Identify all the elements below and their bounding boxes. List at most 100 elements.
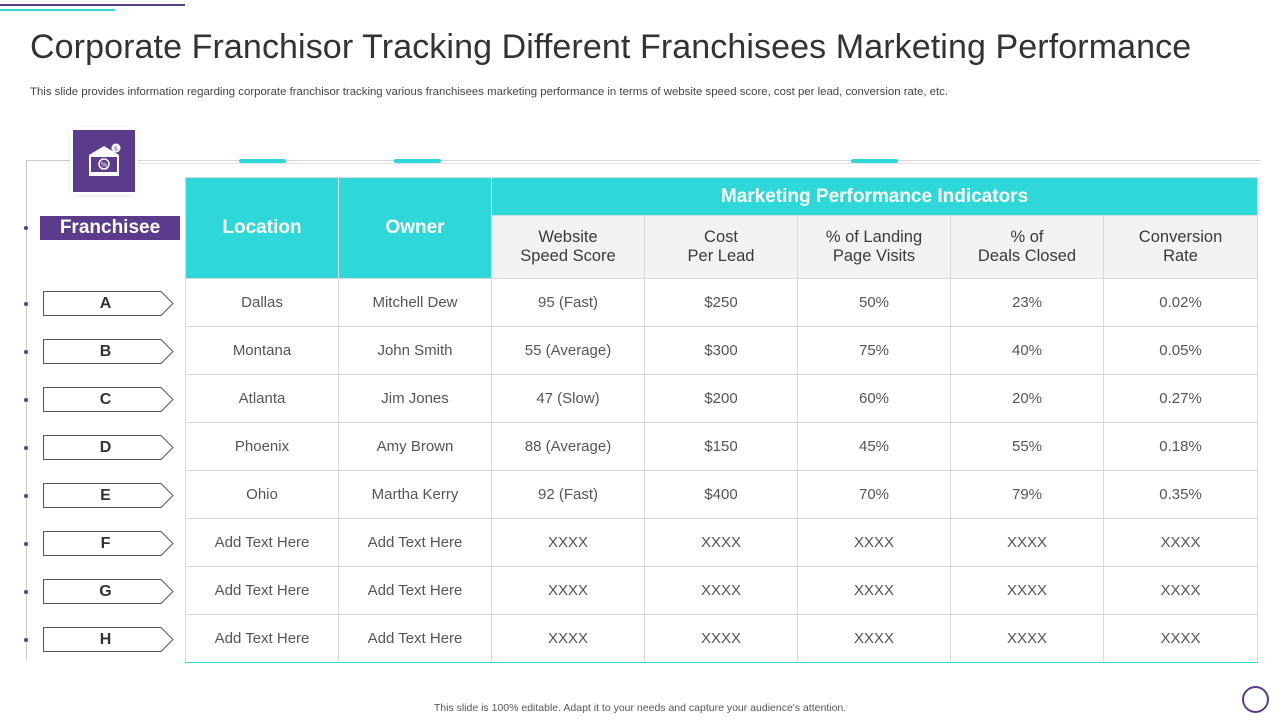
divider-tab <box>394 159 441 163</box>
franchisee-tag-g: G <box>43 579 174 604</box>
header-deals-closed: % of Deals Closed <box>950 215 1104 279</box>
table-body: Dallas Mitchell Dew 95 (Fast) $250 50% 23% 0.0… <box>185 278 1259 663</box>
table-row: Dallas Mitchell Dew 95 (Fast) $250 50% 23% 0.0… <box>185 278 1259 327</box>
deals-closed-cell: 23% <box>950 278 1104 327</box>
header-website-speed-score: Website Speed Score <box>491 215 645 279</box>
table-row: Phoenix Amy Brown 88 (Average) $150 45% 55% 0.… <box>185 422 1259 471</box>
website-speed-score-cell: XXXX <box>491 518 645 567</box>
website-speed-score-cell: 88 (Average) <box>491 422 645 471</box>
location-cell: Add Text Here <box>185 518 339 567</box>
owner-cell: Add Text Here <box>338 566 492 615</box>
divider-line <box>135 160 1261 161</box>
website-speed-score-cell: XXXX <box>491 566 645 615</box>
table-row: Add Text Here Add Text Here XXXX XXXX XXXX XX… <box>185 518 1259 567</box>
timeline-dot <box>24 494 28 498</box>
landing-page-visits-cell: XXXX <box>797 566 951 615</box>
owner-cell: Add Text Here <box>338 614 492 663</box>
location-cell: Dallas <box>185 278 339 327</box>
website-speed-score-cell: 47 (Slow) <box>491 374 645 423</box>
table-row: Atlanta Jim Jones 47 (Slow) $200 60% 20% 0.27% <box>185 374 1259 423</box>
franchisee-tag-d: D <box>43 435 174 460</box>
slide-title: Corporate Franchisor Tracking Different … <box>30 28 1192 66</box>
website-speed-score-cell: 55 (Average) <box>491 326 645 375</box>
table-row: Add Text Here Add Text Here XXXX XXXX XXXX XX… <box>185 566 1259 615</box>
owner-cell: Mitchell Dew <box>338 278 492 327</box>
landing-page-visits-cell: 60% <box>797 374 951 423</box>
franchisee-tag-label: F <box>100 535 111 552</box>
header-conversion-rate: Conversion Rate <box>1102 215 1259 279</box>
performance-table: Location Owner Marketing Performance Ind… <box>185 177 1259 663</box>
divider-line-secondary <box>135 163 1261 164</box>
franchisee-tag-a: A <box>43 291 174 316</box>
conversion-rate-cell: XXXX <box>1102 518 1259 567</box>
franchisee-label: Franchisee <box>40 216 180 240</box>
location-cell: Atlanta <box>185 374 339 423</box>
timeline-dot <box>24 542 28 546</box>
timeline-dot <box>24 302 28 306</box>
franchisee-tag-h: H <box>43 627 174 652</box>
deals-closed-cell: XXXX <box>950 614 1104 663</box>
conversion-rate-cell: 0.02% <box>1102 278 1259 327</box>
cost-per-lead-cell: XXXX <box>644 518 798 567</box>
divider-tab <box>239 159 286 163</box>
franchisee-tag-label: B <box>99 343 112 360</box>
cost-per-lead-cell: $400 <box>644 470 798 519</box>
owner-cell: Amy Brown <box>338 422 492 471</box>
owner-cell: John Smith <box>338 326 492 375</box>
conversion-rate-cell: 0.27% <box>1102 374 1259 423</box>
franchisee-tag-b: B <box>43 339 174 364</box>
cost-per-lead-cell: $250 <box>644 278 798 327</box>
bank-building-icon: % $ <box>73 130 135 192</box>
table-row: Ohio Martha Kerry 92 (Fast) $400 70% 79% 0.35% <box>185 470 1259 519</box>
landing-page-visits-cell: 45% <box>797 422 951 471</box>
franchisee-tag-e: E <box>43 483 174 508</box>
page-indicator-circle <box>1242 686 1269 713</box>
franchisee-tag-label: C <box>99 391 112 408</box>
timeline-line <box>26 160 27 660</box>
header-cost-per-lead: Cost Per Lead <box>644 215 798 279</box>
svg-text:$: $ <box>114 145 118 153</box>
conversion-rate-cell: XXXX <box>1102 614 1259 663</box>
top-accent-line-teal <box>0 9 115 11</box>
timeline-dot <box>24 590 28 594</box>
franchisee-tag-label: E <box>100 487 111 504</box>
location-cell: Phoenix <box>185 422 339 471</box>
cost-per-lead-cell: $300 <box>644 326 798 375</box>
conversion-rate-cell: XXXX <box>1102 566 1259 615</box>
deals-closed-cell: 40% <box>950 326 1104 375</box>
header-marketing-performance-indicators: Marketing Performance Indicators <box>490 177 1259 216</box>
landing-page-visits-cell: 70% <box>797 470 951 519</box>
footer-note: This slide is 100% editable. Adapt it to… <box>433 702 847 714</box>
deals-closed-cell: 79% <box>950 470 1104 519</box>
franchisee-tag-c: C <box>43 387 174 412</box>
franchisee-tag-label: A <box>99 295 112 312</box>
conversion-rate-cell: 0.18% <box>1102 422 1259 471</box>
header-owner: Owner <box>338 177 492 279</box>
header-landing-page-visits: % of Landing Page Visits <box>797 215 951 279</box>
website-speed-score-cell: 95 (Fast) <box>491 278 645 327</box>
landing-page-visits-cell: 75% <box>797 326 951 375</box>
deals-closed-cell: 20% <box>950 374 1104 423</box>
slide-subtitle: This slide provides information regardin… <box>30 86 949 98</box>
landing-page-visits-cell: XXXX <box>797 614 951 663</box>
location-cell: Montana <box>185 326 339 375</box>
website-speed-score-cell: XXXX <box>491 614 645 663</box>
table-row: Montana John Smith 55 (Average) $300 75% 40% 0… <box>185 326 1259 375</box>
conversion-rate-cell: 0.05% <box>1102 326 1259 375</box>
timeline-dot <box>24 446 28 450</box>
landing-page-visits-cell: 50% <box>797 278 951 327</box>
top-accent-line-purple <box>0 4 185 6</box>
timeline-dot <box>24 638 28 642</box>
cost-per-lead-cell: XXXX <box>644 566 798 615</box>
deals-closed-cell: XXXX <box>950 566 1104 615</box>
deals-closed-cell: XXXX <box>950 518 1104 567</box>
franchisee-tag-label: G <box>99 583 112 600</box>
owner-cell: Martha Kerry <box>338 470 492 519</box>
conversion-rate-cell: 0.35% <box>1102 470 1259 519</box>
deals-closed-cell: 55% <box>950 422 1104 471</box>
divider-tab <box>851 159 898 163</box>
svg-text:%: % <box>101 161 108 169</box>
franchisee-tag-f: F <box>43 531 174 556</box>
franchisee-tag-label: D <box>99 439 112 456</box>
landing-page-visits-cell: XXXX <box>797 518 951 567</box>
